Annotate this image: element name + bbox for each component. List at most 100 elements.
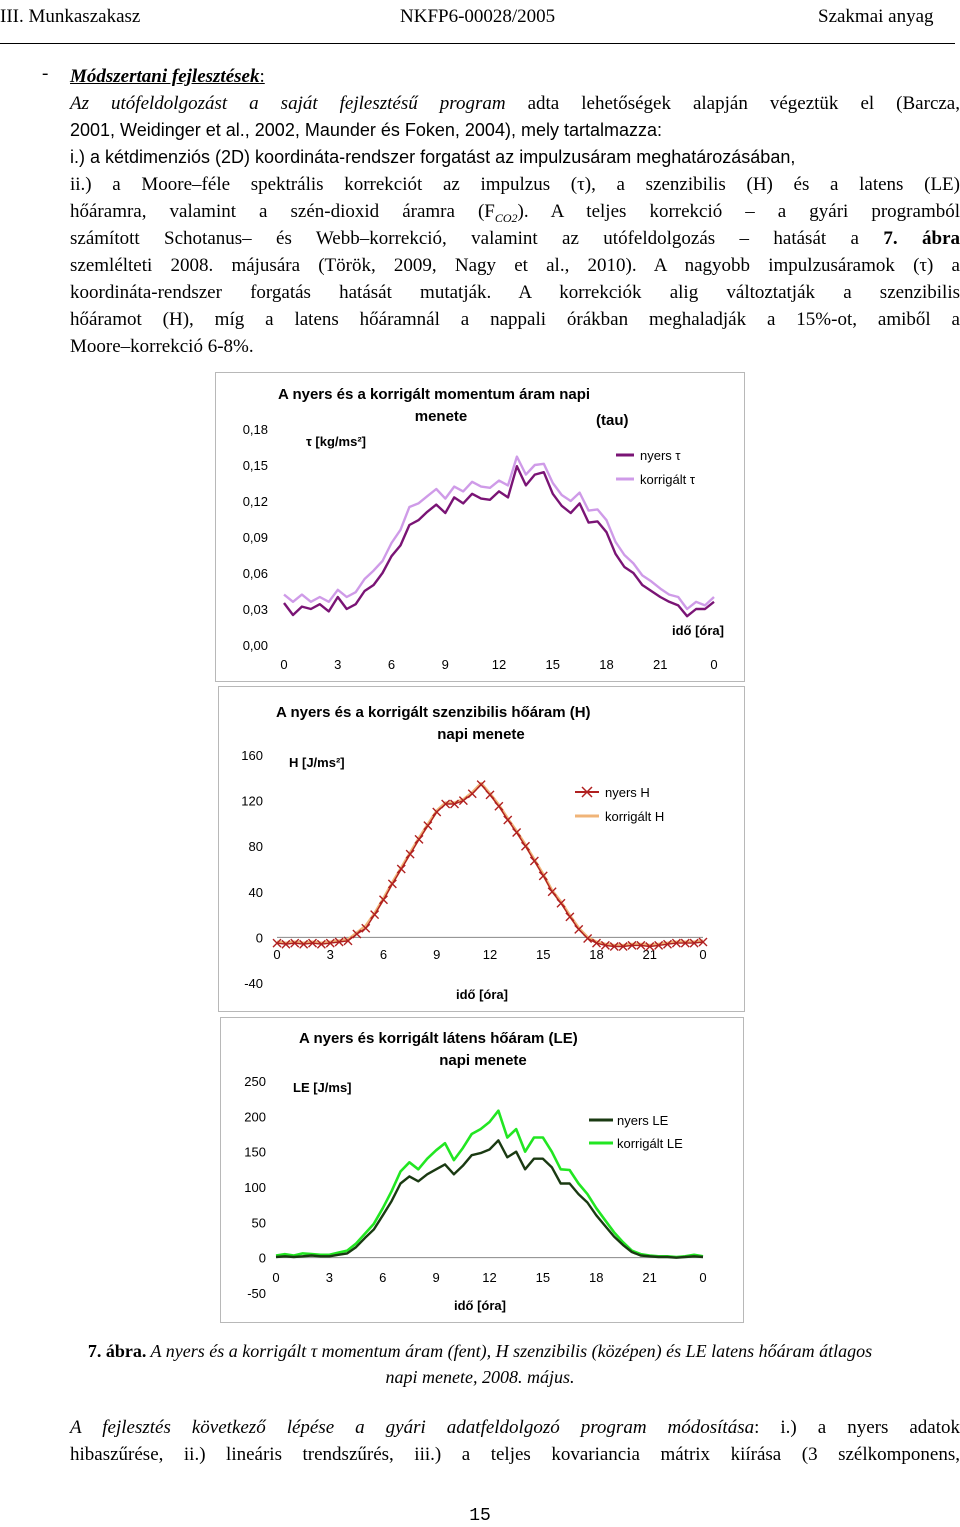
chart-tau-yticks: 0,18 0,15 0,12 0,09 0,06 0,03 0,00 <box>243 422 268 653</box>
chart-tau-xtick: 18 <box>599 657 613 672</box>
chart-h-xtick: 0 <box>699 947 706 962</box>
chart-le-panel: A nyers és korrigált látens hőáram (LE) … <box>220 1017 744 1323</box>
data-point-nyers-h <box>458 796 468 806</box>
chart-tau-legend: nyers τ korrigált τ <box>616 448 696 487</box>
legend-label-korrigalt-tau: korrigált τ <box>640 472 696 487</box>
data-point-nyers-h <box>689 938 699 948</box>
chart-h-panel: A nyers és a korrigált szenzibilis hőára… <box>218 686 745 1012</box>
closing-line2: hibaszűrése, ii.) lineáris trendszűrés, … <box>70 1444 960 1465</box>
chart-le-xtick: 3 <box>326 1270 333 1285</box>
data-point-nyers-h <box>316 939 326 949</box>
data-point-nyers-h <box>503 815 513 825</box>
chart-tau-lines <box>283 455 715 618</box>
chart-h-xtick: 0 <box>273 947 280 962</box>
header-right: Szakmai anyag <box>818 6 934 27</box>
data-point-nyers-h <box>334 937 344 947</box>
data-point-nyers-h <box>387 879 397 889</box>
chart-le-xtick: 15 <box>536 1270 550 1285</box>
chart-h-ytick: 80 <box>249 839 263 854</box>
data-point-nyers-h <box>476 780 486 790</box>
chart-h: A nyers és a korrigált szenzibilis hőára… <box>241 704 708 1002</box>
chart-h-ytick: 0 <box>256 930 263 945</box>
chart-h-xtick: 3 <box>327 947 334 962</box>
figure-caption-line1: 7. ábra. A nyers és a korrigált τ moment… <box>87 1341 873 1361</box>
figure-caption-line2: napi menete, 2008. május. <box>385 1367 575 1387</box>
intro-line1: Az utófeldolgozást a saját fejlesztésű p… <box>70 93 960 114</box>
item-i: i.) a kétdimenziós (2D) koordináta-rends… <box>70 147 796 167</box>
chart-h-lines <box>272 780 708 952</box>
data-point-nyers-h <box>627 940 637 950</box>
data-point-nyers-h <box>352 929 362 939</box>
data-point-nyers-h <box>565 912 575 922</box>
data-point-nyers-h <box>423 821 433 831</box>
item-ii-line3: számított Schotanus– és Webb–korrekció, … <box>70 228 960 249</box>
chart-le-ytick: 150 <box>244 1145 266 1160</box>
chart-le-ytick: 250 <box>244 1074 266 1089</box>
data-point-nyers-h <box>494 801 504 811</box>
chart-le-xtick: 0 <box>699 1270 706 1285</box>
data-point-nyers-h <box>299 939 309 949</box>
data-point-nyers-h <box>272 938 282 948</box>
item-ii-line4: szemlélteti 2008. májusára (Török, 2009,… <box>70 255 960 276</box>
data-point-nyers-h <box>343 936 353 946</box>
chart-tau-title-side: (tau) <box>596 412 629 429</box>
data-point-nyers-h <box>671 938 681 948</box>
chart-le-ytick: 200 <box>244 1109 266 1124</box>
series-line-nyers-tau <box>283 464 715 618</box>
chart-tau-ytick: 0,09 <box>243 530 268 545</box>
chart-tau-ytick: 0,15 <box>243 458 268 473</box>
chart-h-xtick: 12 <box>483 947 497 962</box>
series-line-korrigalt-le <box>275 1109 704 1259</box>
data-point-nyers-h <box>636 940 646 950</box>
data-point-nyers-h <box>609 942 619 952</box>
chart-tau-xtick: 15 <box>546 657 560 672</box>
page-header: III. Munkaszakasz NKFP6-00028/2005 Szakm… <box>0 0 960 44</box>
chart-le-xticks: 0 3 6 9 12 15 18 21 0 <box>272 1270 706 1285</box>
data-point-nyers-h <box>574 924 584 934</box>
data-point-nyers-h <box>414 834 424 844</box>
series-line-korrigalt-tau <box>283 455 715 611</box>
data-point-nyers-h <box>432 807 442 817</box>
chart-le-xtick: 12 <box>482 1270 496 1285</box>
chart-tau-title-1: A nyers és a korrigált momentum áram nap… <box>278 386 590 403</box>
chart-tau-xtick: 6 <box>388 657 395 672</box>
data-point-nyers-h <box>618 942 628 952</box>
legend-label-korrigalt-le: korrigált LE <box>617 1136 683 1151</box>
section-heading: Módszertani fejlesztések: <box>70 66 265 87</box>
chart-h-legend: nyers H korrigált H <box>575 785 664 824</box>
legend-label-nyers-tau: nyers τ <box>640 448 681 463</box>
chart-le-title-2: napi menete <box>439 1052 527 1069</box>
data-point-nyers-h <box>512 828 522 838</box>
data-point-nyers-h <box>592 938 601 948</box>
data-point-nyers-h <box>370 910 380 920</box>
chart-tau-xticks: 0 3 6 9 12 15 18 21 0 <box>280 657 717 672</box>
header-center: NKFP6-00028/2005 <box>400 6 556 27</box>
chart-h-xtick: 15 <box>536 947 550 962</box>
chart-tau-ytick: 0,18 <box>243 422 268 437</box>
chart-tau-xtick: 12 <box>492 657 506 672</box>
chart-le-lines <box>275 1109 704 1259</box>
chart-tau-ytick: 0,12 <box>243 494 268 509</box>
chart-tau-xtick: 21 <box>653 657 667 672</box>
chart-le-xtick: 6 <box>379 1270 386 1285</box>
chart-h-ytick: 120 <box>241 794 263 809</box>
chart-h-xtick: 18 <box>589 947 603 962</box>
chart-tau-title-2: menete <box>415 408 468 425</box>
data-point-nyers-h <box>663 939 672 949</box>
data-point-nyers-h <box>485 790 495 800</box>
chart-tau-ytick: 0,06 <box>243 566 268 581</box>
data-point-nyers-h <box>556 898 566 908</box>
closing-line1: A fejlesztés következő lépése a gyári ad… <box>70 1417 960 1438</box>
chart-h-ytick: -40 <box>244 976 263 991</box>
chart-h-title-1: A nyers és a korrigált szenzibilis hőára… <box>276 704 591 721</box>
chart-le-ytick: -50 <box>247 1286 266 1301</box>
legend-label-nyers-le: nyers LE <box>617 1113 669 1128</box>
chart-tau-ytick: 0,00 <box>243 638 268 653</box>
chart-le-xtick: 21 <box>642 1270 656 1285</box>
data-point-nyers-h <box>441 799 451 809</box>
item-ii-line5: koordináta-rendszer forgatás hatását mut… <box>70 282 960 303</box>
chart-le-ytick: 100 <box>244 1180 266 1195</box>
chart-tau-xtick: 3 <box>334 657 341 672</box>
header-left: III. Munkaszakasz <box>0 6 141 27</box>
chart-h-xticks: 0 3 6 9 12 15 18 21 0 <box>273 947 706 962</box>
